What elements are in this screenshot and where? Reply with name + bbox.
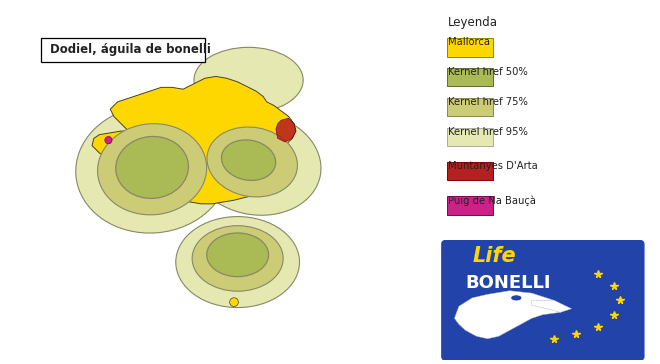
FancyBboxPatch shape [447,128,493,146]
Text: Dodiel, águila de bonelli: Dodiel, águila de bonelli [50,43,211,56]
Ellipse shape [222,140,276,181]
FancyBboxPatch shape [447,98,493,116]
FancyBboxPatch shape [41,38,205,62]
Text: Kernel href 95%: Kernel href 95% [447,127,527,136]
Text: Puig de Na Bauçà: Puig de Na Bauçà [447,195,536,206]
Text: Kernel href 75%: Kernel href 75% [447,97,527,107]
Circle shape [511,295,522,301]
Ellipse shape [191,112,321,215]
FancyBboxPatch shape [447,38,493,56]
Ellipse shape [194,47,303,113]
FancyBboxPatch shape [441,239,645,361]
Text: Mallorca: Mallorca [447,37,490,47]
Ellipse shape [76,106,228,233]
Polygon shape [92,76,296,204]
Ellipse shape [98,124,207,215]
FancyBboxPatch shape [447,162,493,181]
Ellipse shape [192,226,283,291]
Text: Kernel href 50%: Kernel href 50% [447,67,527,77]
Polygon shape [276,118,296,142]
Text: Muntanyes D'Arta: Muntanyes D'Arta [447,161,537,171]
Ellipse shape [207,233,269,277]
Polygon shape [454,291,565,339]
FancyBboxPatch shape [447,68,493,86]
Text: BONELLI: BONELLI [465,274,551,292]
Ellipse shape [207,127,298,197]
Ellipse shape [176,217,300,308]
Ellipse shape [115,136,189,198]
Text: Leyenda: Leyenda [447,16,498,29]
Circle shape [230,298,238,306]
Polygon shape [532,300,572,312]
Circle shape [105,136,112,144]
Text: Life: Life [472,246,515,266]
FancyBboxPatch shape [447,197,493,215]
